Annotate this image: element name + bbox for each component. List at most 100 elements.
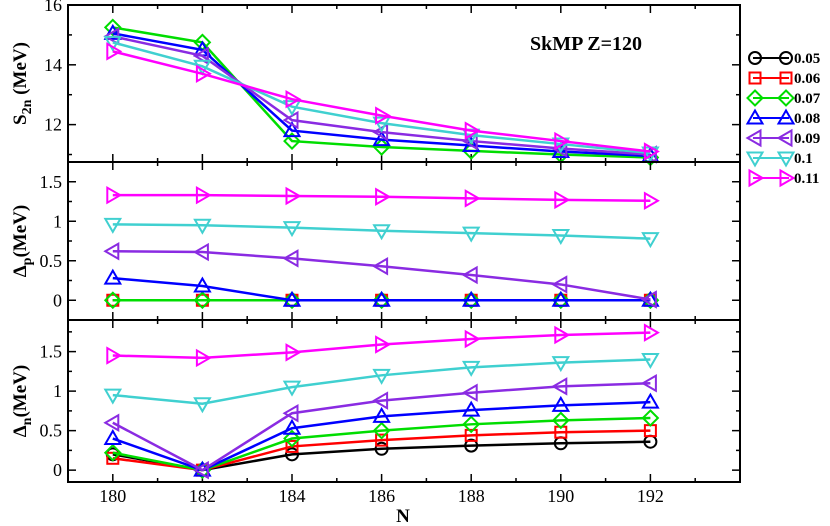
data-point-0.11	[554, 325, 571, 345]
data-point-0.05	[285, 447, 299, 462]
data-point-0.08	[641, 392, 660, 409]
data-point-0.11	[643, 323, 660, 342]
data-point-0.08	[551, 290, 571, 307]
data-point-0.07	[103, 18, 122, 37]
panel-frame	[67, 319, 741, 483]
data-point-0.08	[103, 429, 123, 446]
data-point-0.08	[103, 23, 123, 40]
series-line-0.1	[112, 223, 651, 240]
data-point-0.07	[462, 415, 481, 434]
y-axis-label: Δp(MeV)	[10, 205, 35, 277]
data-point-0.09	[640, 290, 657, 309]
data-point-0.11	[554, 190, 571, 210]
data-point-0.08	[282, 418, 302, 435]
annotation: SkMP Z=120	[530, 33, 642, 55]
data-point-0.1	[282, 100, 302, 117]
data-point-0.07	[372, 421, 391, 440]
data-point-0.11	[375, 335, 392, 354]
y-axis-label: S2n (MeV)	[10, 42, 35, 125]
data-point-0.06	[375, 433, 389, 447]
data-point-0.08	[461, 400, 481, 417]
data-point-0.1	[461, 360, 481, 377]
legend-label: 0.07	[794, 91, 821, 107]
data-point-0.07	[283, 132, 301, 150]
legend-marker	[779, 168, 796, 188]
data-point-0.07	[103, 291, 122, 310]
data-point-0.11	[106, 42, 123, 61]
data-point-0.09	[282, 404, 299, 423]
data-point-0.07	[551, 291, 570, 310]
data-point-0.08	[282, 290, 302, 307]
series-line-0.11	[112, 331, 651, 360]
data-point-0.08	[193, 276, 212, 293]
data-point-0.11	[106, 346, 123, 365]
data-point-0.08	[103, 268, 123, 285]
data-point-0.1	[103, 217, 123, 234]
x-tick-label: 190	[547, 486, 574, 506]
x-tick-labels: 180 182 184 186 188 190 192	[99, 486, 664, 506]
legend-marker	[776, 108, 796, 125]
data-point-0.1	[551, 137, 571, 154]
data-point-0.11	[285, 343, 302, 362]
data-point-0.09	[192, 46, 209, 66]
data-point-0.1	[103, 35, 123, 52]
legend-marker	[776, 151, 796, 168]
data-point-0.1	[372, 116, 391, 133]
y-tick-label: 12	[44, 115, 62, 135]
y-tick-label: 0.5	[40, 421, 63, 441]
legend-marker	[779, 51, 793, 65]
data-point-0.07	[283, 429, 301, 448]
legend-marker	[748, 168, 765, 188]
data-point-0.09	[551, 377, 568, 396]
legend-marker	[776, 128, 793, 148]
data-point-0.11	[195, 185, 212, 205]
series-line-0.1	[112, 358, 651, 406]
data-point-0.11	[285, 186, 302, 206]
y-axis-label: Δn(MeV)	[10, 365, 35, 437]
x-tick-label: 184	[279, 486, 306, 506]
data-point-0.1	[641, 353, 660, 370]
data-point-0.08	[551, 395, 571, 412]
data-point-0.09	[372, 257, 389, 276]
data-point-0.11	[195, 348, 212, 368]
panel-frame	[67, 161, 741, 321]
data-point-0.09	[103, 413, 120, 432]
legend-label: 0.05	[794, 51, 820, 67]
data-point-0.09	[192, 460, 209, 480]
panel-dn: 0 0.5 1 1.5Δn(MeV)	[10, 319, 741, 483]
data-point-0.1	[551, 356, 571, 373]
panel-s2n: 12 14 16 S2n (MeV)	[10, 0, 741, 167]
legend-item-0.11: 0.11	[748, 168, 819, 188]
data-point-0.09	[461, 265, 478, 285]
legend-label: 0.1	[794, 151, 813, 167]
data-point-0.05	[464, 438, 479, 453]
x-axis-label: N	[396, 506, 410, 526]
y-tick-label: 1.5	[40, 172, 63, 192]
legend-item-0.05: 0.05	[748, 51, 820, 67]
x-tick-label: 182	[189, 486, 216, 506]
y-tick-label: 0.5	[40, 251, 63, 271]
data-point-0.09	[372, 391, 389, 410]
y-tick-label: 16	[44, 0, 62, 15]
data-point-0.11	[643, 191, 660, 210]
data-point-0.05	[374, 441, 389, 456]
legend-marker	[745, 151, 765, 168]
series-line-0.08	[112, 276, 651, 302]
y-tick-label: 1	[53, 381, 62, 401]
legend-item-0.08: 0.08	[745, 108, 820, 127]
x-tick-label: 186	[368, 486, 395, 506]
data-point-0.08	[282, 121, 302, 138]
data-point-0.09	[551, 275, 568, 294]
data-point-0.1	[551, 228, 571, 245]
y-tick-label: 0	[53, 460, 62, 480]
data-point-0.07	[103, 443, 122, 462]
data-point-0.09	[461, 383, 478, 402]
data-point-0.06	[464, 428, 478, 442]
series-line-0.09	[112, 381, 651, 472]
data-point-0.09	[461, 131, 478, 151]
data-point-0.1	[461, 226, 481, 243]
data-point-0.09	[103, 242, 120, 261]
x-tick-label: 180	[99, 486, 126, 506]
